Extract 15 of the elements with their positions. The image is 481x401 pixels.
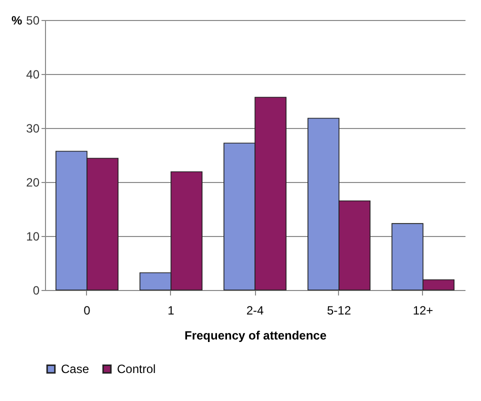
x-tick-label: 2-4 — [246, 304, 264, 318]
y-tick-label: 50 — [26, 14, 40, 28]
y-tick-label: 40 — [26, 68, 40, 82]
x-tick-label: 12+ — [412, 304, 434, 318]
x-axis-title: Frequency of attendence — [184, 328, 327, 342]
legend-label: Control — [117, 362, 156, 376]
x-tick-label: 0 — [84, 304, 91, 318]
y-tick-label: 30 — [26, 122, 40, 136]
y-axis-title: % — [11, 14, 22, 28]
x-tick-label: 1 — [168, 304, 175, 318]
legend-label: Case — [61, 362, 90, 376]
y-tick-label: 20 — [26, 176, 40, 190]
y-tick-label: 10 — [26, 230, 40, 244]
y-tick-label: 0 — [32, 284, 40, 298]
x-tick-label: 5-12 — [326, 304, 352, 318]
